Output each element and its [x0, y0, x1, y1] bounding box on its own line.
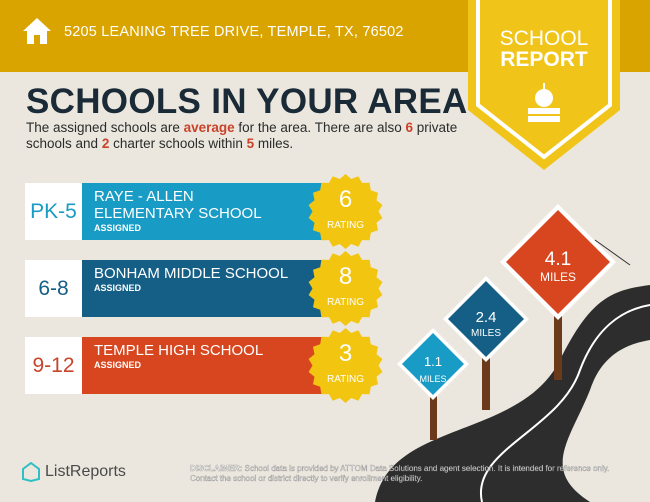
badge-line1: SCHOOL — [499, 27, 589, 50]
school-name: RAYE - ALLEN ELEMENTARY SCHOOL — [94, 188, 262, 222]
grade-range: 6-8 — [25, 260, 82, 317]
school-bar: BONHAM MIDDLE SCHOOL ASSIGNED — [82, 260, 322, 317]
distance-sign-2: 2.4 MILES — [443, 276, 529, 362]
rating-value: 8 — [338, 263, 353, 290]
summary-text: The assigned schools are average for the… — [26, 120, 458, 151]
road-line — [479, 304, 650, 502]
school-row[interactable]: 9-12 TEMPLE HIGH SCHOOL ASSIGNED 3 RATIN… — [25, 328, 383, 403]
disclaimer: DISCLAIMER: School data is provided by A… — [190, 464, 610, 483]
road — [375, 285, 650, 502]
grade-range: 9-12 — [25, 337, 82, 394]
school-bar: TEMPLE HIGH SCHOOL ASSIGNED — [82, 337, 322, 394]
school-row[interactable]: 6-8 BONHAM MIDDLE SCHOOL ASSIGNED 8 RATI… — [25, 251, 383, 326]
school-bar: RAYE - ALLEN ELEMENTARY SCHOOL ASSIGNED — [82, 183, 322, 240]
school-status: ASSIGNED — [94, 223, 142, 233]
school-status: ASSIGNED — [94, 283, 142, 293]
grade-range: PK-5 — [25, 183, 82, 240]
school-name: TEMPLE HIGH SCHOOL — [94, 342, 264, 359]
school-status: ASSIGNED — [94, 360, 142, 370]
property-address: 5205 LEANING TREE DRIVE, TEMPLE, TX, 765… — [64, 24, 404, 40]
listreports-icon — [22, 462, 40, 482]
apple-books-icon — [528, 83, 560, 122]
rating-label: RATING — [326, 297, 365, 308]
rating-value: 6 — [338, 186, 353, 213]
svg-text:1.1: 1.1 — [424, 354, 442, 369]
listreports-logo: ListReports — [22, 462, 126, 482]
distance-sign-1: 1.1 MILES — [397, 328, 469, 400]
school-row[interactable]: PK-5 RAYE - ALLEN ELEMENTARY SCHOOL ASSI… — [25, 174, 383, 249]
svg-text:MILES: MILES — [419, 374, 446, 384]
svg-text:4.1: 4.1 — [545, 249, 571, 270]
rating-seal — [308, 251, 383, 326]
school-report-badge — [468, 0, 620, 170]
rating-label: RATING — [326, 374, 365, 385]
rating-seal — [308, 328, 383, 403]
badge-line2: REPORT — [500, 48, 588, 71]
svg-text:2.4: 2.4 — [476, 309, 497, 326]
rating-seal — [308, 174, 383, 249]
house-icon — [23, 18, 51, 44]
svg-text:MILES: MILES — [471, 328, 501, 339]
rating-value: 3 — [338, 340, 353, 367]
school-name: BONHAM MIDDLE SCHOOL — [94, 265, 289, 282]
page-title: SCHOOLS IN YOUR AREA — [26, 82, 468, 121]
rating-label: RATING — [326, 220, 365, 231]
svg-text:MILES: MILES — [540, 270, 576, 284]
